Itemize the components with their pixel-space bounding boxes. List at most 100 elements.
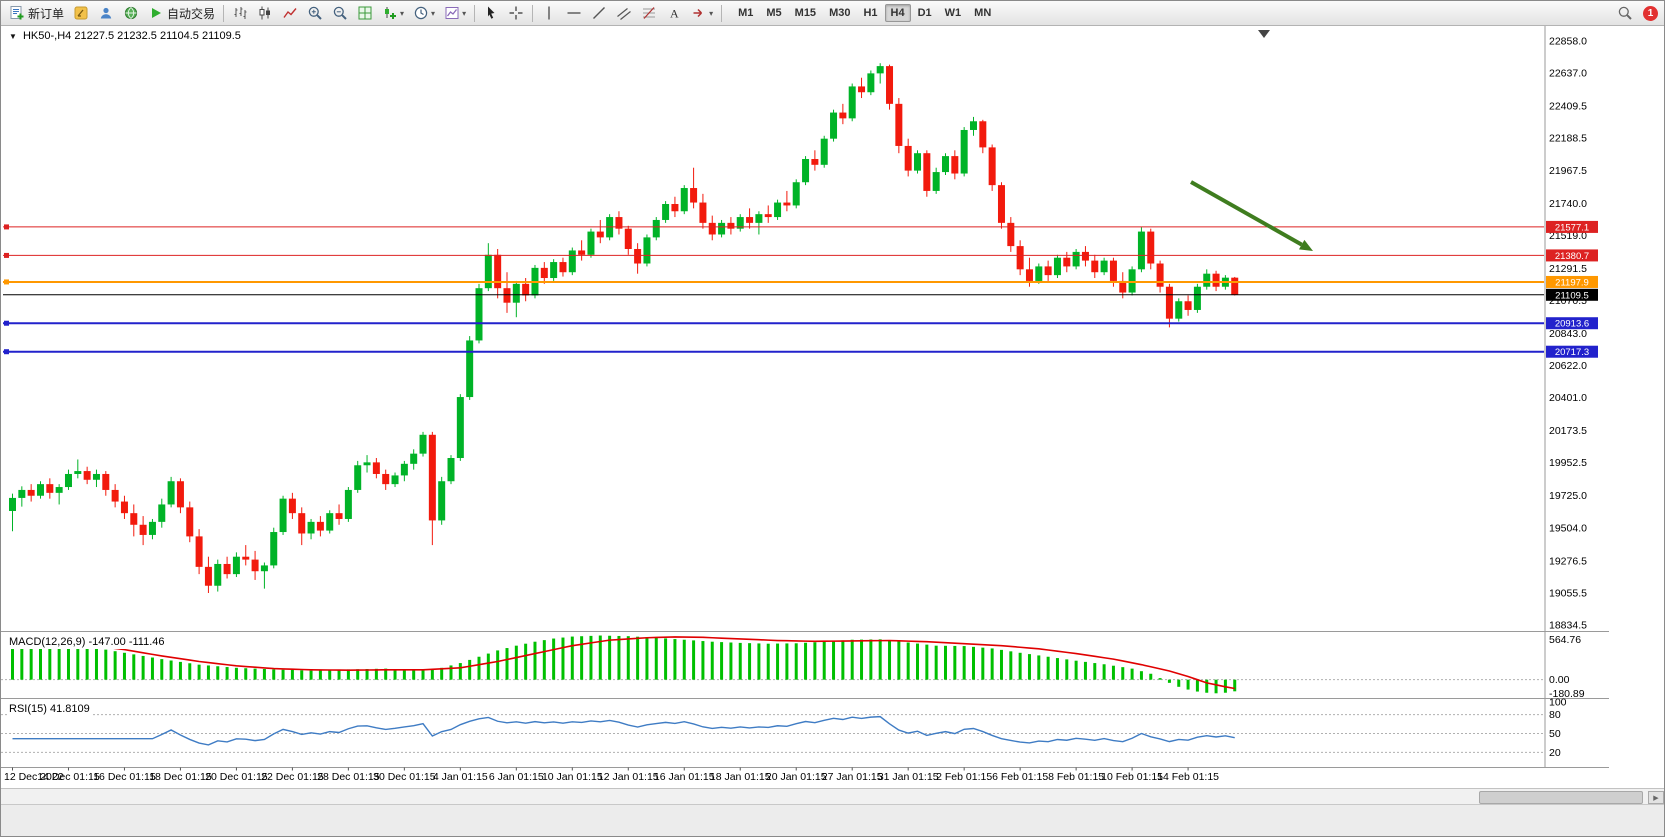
timeframe-button-d1[interactable]: D1 (917, 7, 932, 19)
tile-windows-button[interactable] (353, 3, 377, 24)
crosshair-button[interactable] (504, 3, 528, 24)
svg-text:10 Jan 01:15: 10 Jan 01:15 (542, 771, 603, 783)
channel-button[interactable] (612, 3, 636, 24)
svg-text:31 Jan 01:15: 31 Jan 01:15 (878, 771, 939, 783)
new-order-button[interactable]: 新订单 (5, 3, 68, 24)
vertical-line-icon (548, 6, 550, 20)
search-icon (1618, 6, 1632, 20)
template-icon (445, 7, 459, 19)
arrows-tools-button[interactable]: ▾ (687, 3, 717, 24)
timeframe-button-mn[interactable]: MN (974, 7, 992, 19)
webterminal-button[interactable] (119, 3, 143, 24)
new-order-icon (10, 6, 24, 20)
rsi-indicator-label: RSI(15) 41.8109 (9, 703, 93, 716)
svg-text:18834.5: 18834.5 (1549, 620, 1587, 632)
text-label-button[interactable]: A (662, 3, 686, 24)
price-axis-labels: 22858.0 22637.0 22409.5 22188.5 21967.5 21740… (1549, 36, 1587, 632)
timeframe-button-m30[interactable]: M30 (829, 7, 851, 19)
auto-trading-label: 自动交易 (167, 6, 216, 21)
line-chart-icon (283, 8, 297, 18)
svg-text:22 Dec 01:15: 22 Dec 01:15 (261, 771, 324, 783)
toolbar: 新订单 自动交易 (1, 1, 1664, 26)
svg-text:100: 100 (1549, 697, 1567, 709)
svg-text:21577.1: 21577.1 (1555, 222, 1589, 233)
svg-text:22858.0: 22858.0 (1549, 36, 1587, 48)
toolbar-separator (223, 4, 225, 22)
timeframe-group: M1 M5 M15 M30 H1 H4 D1 W1 MN (732, 4, 997, 22)
zoom-out-button[interactable] (328, 3, 352, 24)
horizontal-line-button[interactable] (562, 3, 586, 24)
scrollbar-thumb[interactable] (1479, 791, 1643, 804)
svg-text:21109.5: 21109.5 (1555, 290, 1589, 301)
svg-text:18 Dec 01:15: 18 Dec 01:15 (149, 771, 212, 783)
scrollbar-right-arrow[interactable]: ▶ (1648, 791, 1664, 804)
svg-text:22409.5: 22409.5 (1549, 101, 1587, 113)
timeframe-button-w1[interactable]: W1 (944, 7, 962, 19)
collapse-triangle-icon[interactable]: ▼ (9, 32, 17, 41)
timeframe-button-m5[interactable]: M5 (766, 7, 782, 19)
svg-text:22188.5: 22188.5 (1549, 133, 1587, 145)
chart-ohlc-values: 21227.5 21232.5 21104.5 21109.5 (74, 30, 241, 42)
horizontal-line-icon (567, 12, 581, 14)
level-lines-layer[interactable] (3, 224, 1544, 355)
grid-icon (358, 6, 372, 20)
svg-text:16 Jan 01:15: 16 Jan 01:15 (654, 771, 715, 783)
svg-text:20717.3: 20717.3 (1555, 347, 1589, 358)
line-chart-button[interactable] (278, 3, 302, 24)
toolbar-right-group: 1 (1613, 3, 1660, 24)
vertical-line-button[interactable] (537, 3, 561, 24)
metaeditor-button[interactable] (69, 3, 93, 24)
timeframe-button-m1[interactable]: M1 (738, 7, 754, 19)
shift-marker[interactable] (1258, 30, 1270, 38)
trend-arrow[interactable] (1190, 180, 1313, 251)
channel-icon (617, 8, 631, 20)
svg-text:14 Feb 01:15: 14 Feb 01:15 (1157, 771, 1219, 783)
templates-button[interactable]: ▾ (440, 3, 470, 24)
cursor-icon (488, 6, 495, 19)
bar-chart-button[interactable] (228, 3, 252, 24)
svg-text:30 Dec 01:15: 30 Dec 01:15 (373, 771, 436, 783)
svg-text:19504.0: 19504.0 (1549, 522, 1587, 534)
macd-pane: 564.76 0.00 -180.89 (1, 634, 1585, 700)
trendline-button[interactable] (587, 3, 611, 24)
horizontal-scrollbar[interactable]: ▶ (1, 788, 1664, 804)
zoom-in-button[interactable] (303, 3, 327, 24)
notification-badge[interactable]: 1 (1643, 5, 1658, 21)
timeframe-button-h1[interactable]: H1 (863, 7, 878, 19)
macd-indicator-label: MACD(12,26,9) -147.00 -111.46 (9, 636, 168, 649)
auto-trading-button[interactable]: 自动交易 (144, 3, 219, 24)
svg-text:20 Dec 01:15: 20 Dec 01:15 (205, 771, 268, 783)
chart-canvas[interactable]: 22858.0 22637.0 22409.5 22188.5 21967.5 21740… (1, 26, 1665, 788)
clock-icon (414, 6, 428, 20)
search-button[interactable] (1613, 3, 1637, 24)
svg-text:-180.89: -180.89 (1549, 688, 1585, 700)
profile-icon (100, 7, 112, 19)
svg-text:10 Feb 01:15: 10 Feb 01:15 (1101, 771, 1163, 783)
crosshair-icon (509, 6, 523, 20)
svg-text:21197.9: 21197.9 (1555, 277, 1589, 288)
svg-text:0.00: 0.00 (1549, 674, 1570, 686)
fibonacci-icon (643, 7, 656, 19)
cursor-button[interactable] (479, 3, 503, 24)
auto-trading-play-icon (152, 8, 162, 18)
svg-text:19276.5: 19276.5 (1549, 555, 1587, 567)
periods-button[interactable]: ▾ (409, 3, 439, 24)
zoom-out-icon (333, 6, 347, 20)
timeframe-button-m15[interactable]: M15 (794, 7, 817, 19)
fibonacci-button[interactable] (637, 3, 661, 24)
new-chart-button[interactable]: ▾ (378, 3, 408, 24)
dropdown-caret-icon: ▾ (400, 8, 405, 18)
svg-text:2 Feb 01:15: 2 Feb 01:15 (936, 771, 992, 783)
metaeditor-icon (74, 6, 88, 20)
svg-text:50: 50 (1549, 728, 1561, 740)
candlestick-chart-button[interactable] (253, 3, 277, 24)
community-profile-button[interactable] (94, 3, 118, 24)
svg-text:18 Jan 01:15: 18 Jan 01:15 (710, 771, 771, 783)
chart-ohlc-header: ▼ HK50-,H4 21227.5 21232.5 21104.5 21109… (9, 30, 244, 43)
timeframe-button-h4[interactable]: H4 (884, 4, 911, 22)
dropdown-caret-icon: ▾ (431, 8, 436, 18)
svg-text:A: A (670, 7, 679, 21)
svg-text:19055.5: 19055.5 (1549, 587, 1587, 599)
